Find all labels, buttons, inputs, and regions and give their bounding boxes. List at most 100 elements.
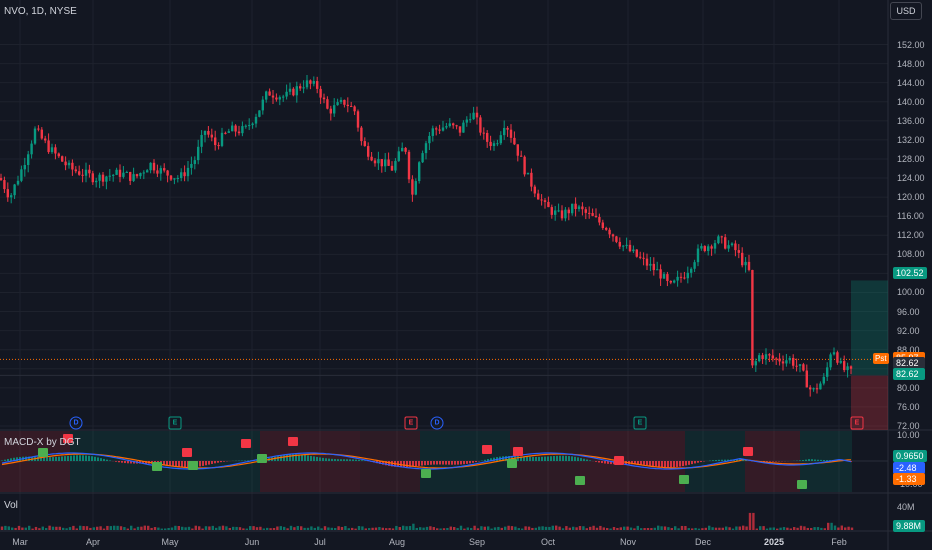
macd-histogram-bar [664,461,666,468]
candle-body [129,171,132,181]
candle-body [615,236,618,242]
earnings-event-icon[interactable]: E [633,416,647,430]
candle-body [271,95,275,98]
candle-body [380,159,383,167]
candle-body [686,272,689,279]
macd-histogram-bar [67,455,69,461]
volume-bar [398,527,401,530]
candle-body [108,175,111,177]
volume-bar [133,528,136,530]
volume-bar [242,528,245,530]
candle-body [74,169,77,172]
earnings-event-icon[interactable]: E [850,416,864,430]
dividend-event-icon[interactable]: D [430,416,444,430]
candle-body [537,193,540,200]
currency-button[interactable]: USD [890,2,922,20]
candle-body [431,128,434,136]
candle-body [81,174,84,176]
candle-body [802,364,805,371]
candle-body [618,241,621,247]
volume-bar [585,528,588,530]
macd-histogram-bar [142,461,144,464]
macd-histogram-bar [127,461,129,464]
macd-histogram-bar [88,455,90,461]
macd-histogram-bar [76,455,78,461]
volume-bar [259,526,262,530]
macd-histogram-bar [280,455,282,461]
volume-bar [41,526,44,530]
volume-bar [497,526,500,530]
volume-bar [731,528,735,530]
macd-histogram-bar [100,458,102,461]
macd-histogram-bar [586,459,588,461]
time-tick-label: Aug [388,537,406,547]
macd-histogram-bar [718,459,720,461]
candle-body [662,274,666,279]
candle-body [676,276,679,281]
candle-body [598,216,601,223]
volume-bar [456,528,459,530]
candle-body [397,151,400,161]
volume-bar [762,526,765,530]
candle-body [584,209,587,213]
candle-body [258,110,261,117]
volume-bar [21,527,24,530]
volume-bar [79,525,82,530]
candle-body [384,159,387,167]
candle-body [319,88,322,98]
macd-histogram-bar [79,455,81,461]
volume-bar [34,526,38,530]
volume-bar [799,525,803,530]
macd-histogram-bar [340,459,342,461]
volume-bar [51,526,55,530]
macd-histogram-bar [16,457,18,461]
macd-histogram-bar [679,461,681,467]
candle-body [506,127,509,130]
candle-body [295,86,298,96]
volume-bar [483,526,486,530]
dividend-event-icon[interactable]: D [69,416,83,430]
indicator-legend[interactable]: MACD-X by DGT [4,437,81,448]
volume-bar [840,525,843,530]
volume-bar [371,527,374,530]
price-tick-label: 96.00 [897,306,920,317]
macd-histogram-bar [820,459,822,461]
volume-bar [225,526,228,530]
macd-histogram-bar [184,461,186,468]
candle-body [125,171,128,173]
symbol-legend[interactable]: NVO, 1D, NYSE [4,6,77,17]
volume-bar [65,528,68,530]
time-tick-label: Oct [540,537,556,547]
volume-bar [340,526,344,530]
candle-body [798,364,802,366]
candle-body [826,367,829,377]
earnings-event-icon[interactable]: E [404,416,418,430]
candle-body [666,274,669,282]
candle-body [581,206,584,210]
macd-histogram-bar [328,458,330,461]
time-tick-label: Sep [468,537,486,547]
volume-bar [82,526,85,530]
earnings-event-icon[interactable]: E [168,416,182,430]
volume-bar [245,528,248,530]
candle-body [142,172,145,174]
volume-bar [806,527,809,530]
volume-legend[interactable]: Vol [4,500,18,511]
candle-body [346,104,349,107]
macd-histogram-bar [826,460,828,461]
volume-bar [313,527,316,530]
volume-bar [194,525,197,530]
candle-body [832,352,836,355]
macd-histogram-bar [382,461,384,465]
price-tick-label: 116.00 [897,211,924,222]
candle-body [278,97,281,100]
price-tick-label: 76.00 [897,401,920,412]
macd-histogram-bar [169,461,171,466]
macd-histogram-bar [805,459,807,461]
volume-bar [500,527,503,530]
macd-histogram-bar [631,461,633,465]
indicator-axis-top: 10.00 [897,430,920,440]
volume-bar [415,527,418,530]
volume-bar [728,527,731,530]
